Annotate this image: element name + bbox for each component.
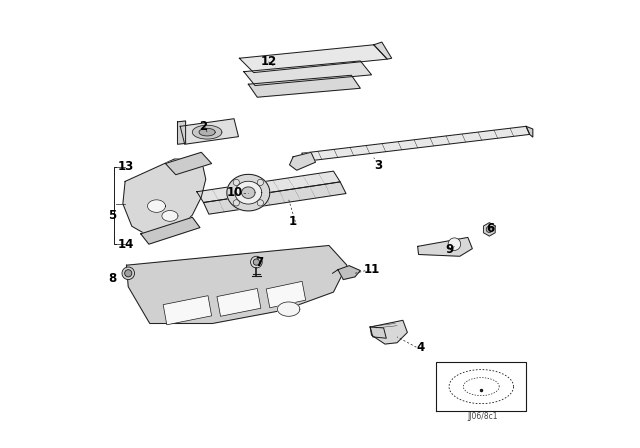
Text: 13: 13 [118,160,134,173]
Polygon shape [370,320,407,344]
Circle shape [257,179,264,185]
Polygon shape [180,119,239,144]
Polygon shape [127,246,347,323]
Polygon shape [338,266,360,280]
Polygon shape [217,289,261,316]
Polygon shape [266,281,306,308]
Text: 10: 10 [227,186,243,199]
Polygon shape [163,296,212,325]
Polygon shape [526,126,533,137]
Text: 11: 11 [364,263,380,276]
Polygon shape [239,45,387,73]
Circle shape [253,259,260,265]
Polygon shape [242,187,255,198]
Polygon shape [418,237,472,256]
Polygon shape [227,174,270,211]
Polygon shape [302,126,530,161]
Circle shape [122,267,134,280]
Polygon shape [193,125,222,139]
Polygon shape [278,302,300,316]
Polygon shape [484,223,495,236]
Text: JJ06/8c1: JJ06/8c1 [467,412,497,421]
Polygon shape [123,159,206,235]
Polygon shape [148,200,165,212]
Text: 3: 3 [374,159,382,172]
Polygon shape [165,152,212,175]
Circle shape [486,226,493,233]
Polygon shape [248,75,360,97]
Polygon shape [204,182,346,214]
Polygon shape [289,152,316,170]
Text: 6: 6 [486,222,494,235]
Polygon shape [197,171,340,202]
Text: 5: 5 [109,208,116,222]
Circle shape [257,200,264,206]
Circle shape [125,270,132,277]
Circle shape [233,179,239,185]
Text: 2: 2 [199,120,207,133]
Text: 9: 9 [445,243,454,257]
Text: 1: 1 [289,215,297,228]
Circle shape [448,238,461,250]
Polygon shape [199,129,215,136]
Text: 14: 14 [118,237,134,251]
Circle shape [251,256,262,268]
Text: 4: 4 [417,340,424,354]
Text: 12: 12 [261,55,277,69]
Polygon shape [374,42,392,59]
Polygon shape [244,61,371,86]
Polygon shape [235,181,262,204]
Polygon shape [177,121,186,144]
Text: 8: 8 [109,272,116,285]
Text: 7: 7 [255,255,263,269]
Polygon shape [141,217,200,244]
Polygon shape [370,327,387,338]
Polygon shape [162,211,178,221]
Circle shape [233,200,239,206]
